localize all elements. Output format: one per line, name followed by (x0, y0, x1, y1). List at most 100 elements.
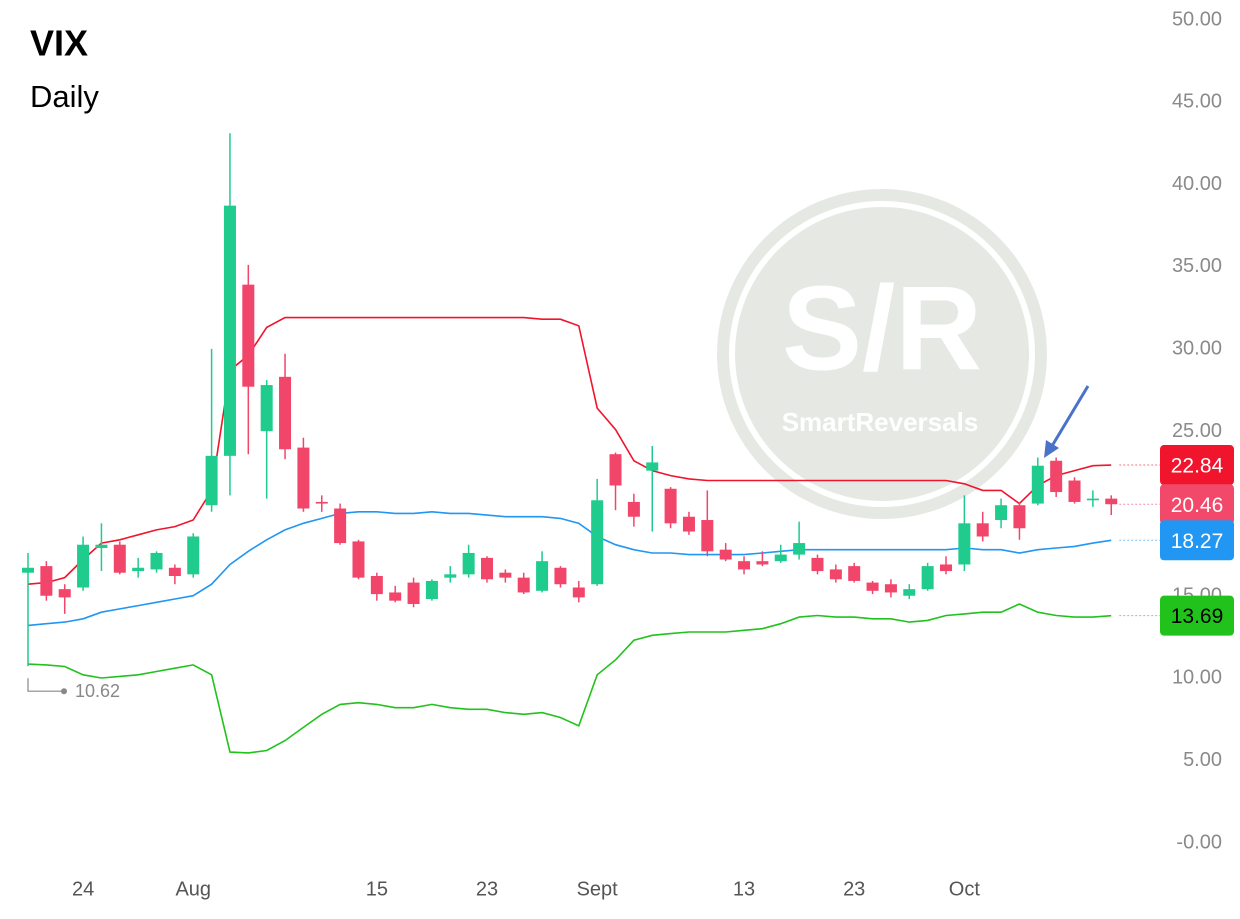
price-badge (1160, 595, 1234, 636)
x-tick-label: 24 (72, 878, 94, 900)
price-badge-label: 18.27 (1171, 530, 1224, 553)
candle-body (976, 523, 989, 537)
x-tick-label: 23 (476, 878, 498, 900)
candle-body (536, 561, 549, 591)
candle-body (848, 566, 861, 581)
candle-body (866, 582, 879, 591)
candle-body (95, 544, 108, 549)
arrow-shaft (1050, 385, 1090, 447)
price-badge-label: 13.69 (1171, 605, 1224, 628)
candle-body (701, 520, 714, 552)
candle-body (774, 554, 787, 562)
y-tick-label: -0.00 (1176, 831, 1222, 853)
candle-body (150, 552, 163, 570)
low-marker-line (27, 678, 62, 692)
candle-body (187, 536, 200, 575)
candle-body (352, 541, 365, 578)
candle-body (903, 589, 916, 596)
candle-body (958, 523, 971, 565)
y-tick-label: 45.00 (1172, 91, 1222, 113)
y-tick-label: 5.00 (1183, 749, 1222, 771)
candle-body (223, 205, 236, 456)
watermark-logo: S/R (782, 262, 982, 396)
candle-body (1013, 505, 1026, 529)
price-badge-label: 20.46 (1171, 494, 1224, 517)
candle-body (995, 505, 1008, 521)
candle-body (591, 500, 604, 585)
annotation-arrow (1044, 385, 1090, 458)
candle-body (242, 284, 255, 387)
candle-body (389, 592, 402, 601)
candle-body (499, 572, 512, 578)
chart-subtitle: Daily (30, 79, 99, 114)
price-badge (1160, 484, 1234, 525)
candle-body (1068, 480, 1081, 502)
low-marker-dot (61, 688, 67, 695)
candle-body (315, 501, 328, 504)
x-tick-label: 15 (366, 878, 388, 900)
x-tick-label: Oct (949, 878, 981, 900)
y-tick-label: 50.00 (1172, 8, 1222, 30)
candle-body (205, 455, 218, 506)
candle-body (132, 567, 145, 572)
candle-body (921, 566, 934, 590)
candle-body (113, 544, 126, 573)
candle-body (58, 589, 71, 598)
candle-body (756, 561, 769, 565)
candle-body (572, 587, 585, 598)
candle-body (1086, 498, 1099, 501)
candle-body (627, 501, 640, 517)
candle-body (462, 552, 475, 575)
y-tick-label: 35.00 (1172, 255, 1222, 277)
x-tick-label: 23 (843, 878, 865, 900)
candle-body (884, 584, 897, 593)
candle-body (168, 567, 181, 576)
candle-body (40, 566, 53, 596)
candle-body (260, 385, 273, 432)
candle-body (425, 580, 438, 600)
candle-body (719, 549, 732, 560)
band-line (27, 603, 1112, 754)
watermark-ring (729, 201, 1035, 507)
candle-body (811, 557, 824, 572)
y-tick-label: 25.00 (1172, 420, 1222, 442)
price-badge (1160, 520, 1234, 561)
candle-body (940, 564, 952, 572)
watermark-circle (717, 189, 1047, 519)
chart-title: VIX (30, 23, 88, 64)
candle-body (444, 574, 457, 578)
price-badge (1160, 445, 1234, 486)
x-tick-label: 13 (733, 878, 755, 900)
x-tick-label: Aug (175, 878, 211, 900)
y-tick-label: 10.00 (1172, 667, 1222, 689)
candle-body (297, 447, 310, 509)
plot: -0.005.0010.0015.0020.0025.0030.0035.004… (22, 8, 1234, 900)
price-badge-label: 22.84 (1171, 455, 1224, 478)
candle-body (609, 454, 622, 486)
candle-body (22, 567, 34, 573)
candle-body (1031, 465, 1044, 504)
candle-body (481, 557, 493, 580)
candle-body (1105, 498, 1118, 505)
watermark: S/R SmartReversals (717, 189, 1047, 519)
candle-body (279, 376, 292, 450)
candle-body (1050, 460, 1063, 493)
candle-body (554, 567, 567, 585)
candle-body (646, 462, 659, 471)
low-label: 10.62 (75, 681, 120, 701)
candle-body (664, 488, 677, 524)
candle-body (77, 544, 90, 588)
y-tick-label: 40.00 (1172, 173, 1222, 195)
band-line (27, 510, 1112, 627)
candle-body (682, 516, 695, 532)
x-tick-label: Sept (577, 878, 619, 900)
arrow-head (1044, 440, 1059, 458)
candle-body (517, 577, 530, 593)
candle-body (370, 575, 383, 595)
y-tick-label: 30.00 (1172, 337, 1222, 359)
candle-body (407, 582, 420, 604)
watermark-brand: SmartReversals (782, 407, 979, 437)
candle-body (334, 508, 347, 544)
candle-body (829, 569, 842, 580)
